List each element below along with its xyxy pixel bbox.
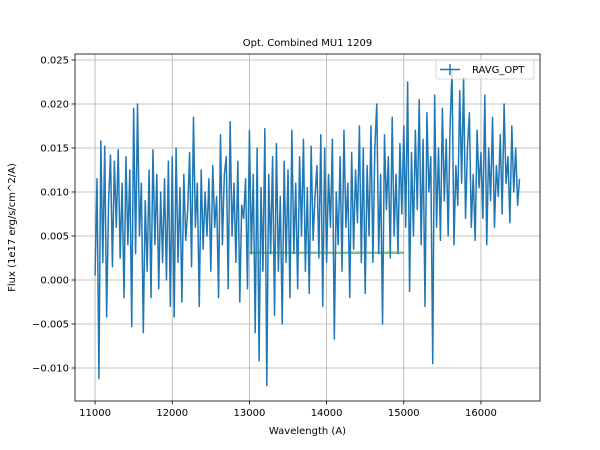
x-tick-label: 15000	[388, 408, 420, 419]
x-tick-label: 14000	[311, 408, 343, 419]
y-tick-label: 0.025	[40, 55, 69, 66]
y-tick-label: −0.005	[32, 319, 69, 330]
x-axis: 11000 12000 13000 14000 15000 16000	[79, 401, 497, 419]
axes-frame	[74, 53, 541, 402]
y-tick-label: 0.020	[40, 99, 69, 110]
y-axis: −0.010 −0.005 0.000 0.005 0.010 0.015 0.020 0.0…	[32, 55, 75, 374]
legend-label: RAVG_OPT	[472, 65, 525, 76]
x-tick-label: 16000	[465, 408, 497, 419]
ravg-opt-series-line	[94, 68, 521, 387]
y-tick-label: 0.015	[40, 143, 69, 154]
y-tick-label: 0.010	[40, 187, 69, 198]
legend: RAVG_OPT	[435, 59, 535, 80]
plot-area	[94, 68, 521, 387]
y-tick-label: 0.000	[40, 275, 69, 286]
legend-box	[435, 59, 535, 80]
y-tick-label: −0.010	[32, 363, 69, 374]
x-tick-label: 12000	[156, 408, 188, 419]
x-axis-label: Wavelength (A)	[269, 426, 346, 437]
x-tick-label: 13000	[234, 408, 266, 419]
chart-title: Opt. Combined MU1 1209	[243, 38, 372, 49]
x-tick-label: 11000	[79, 408, 111, 419]
y-axis-label: Flux (1e17 erg/s/cm^2/A)	[7, 163, 18, 292]
y-tick-label: 0.005	[40, 231, 69, 242]
